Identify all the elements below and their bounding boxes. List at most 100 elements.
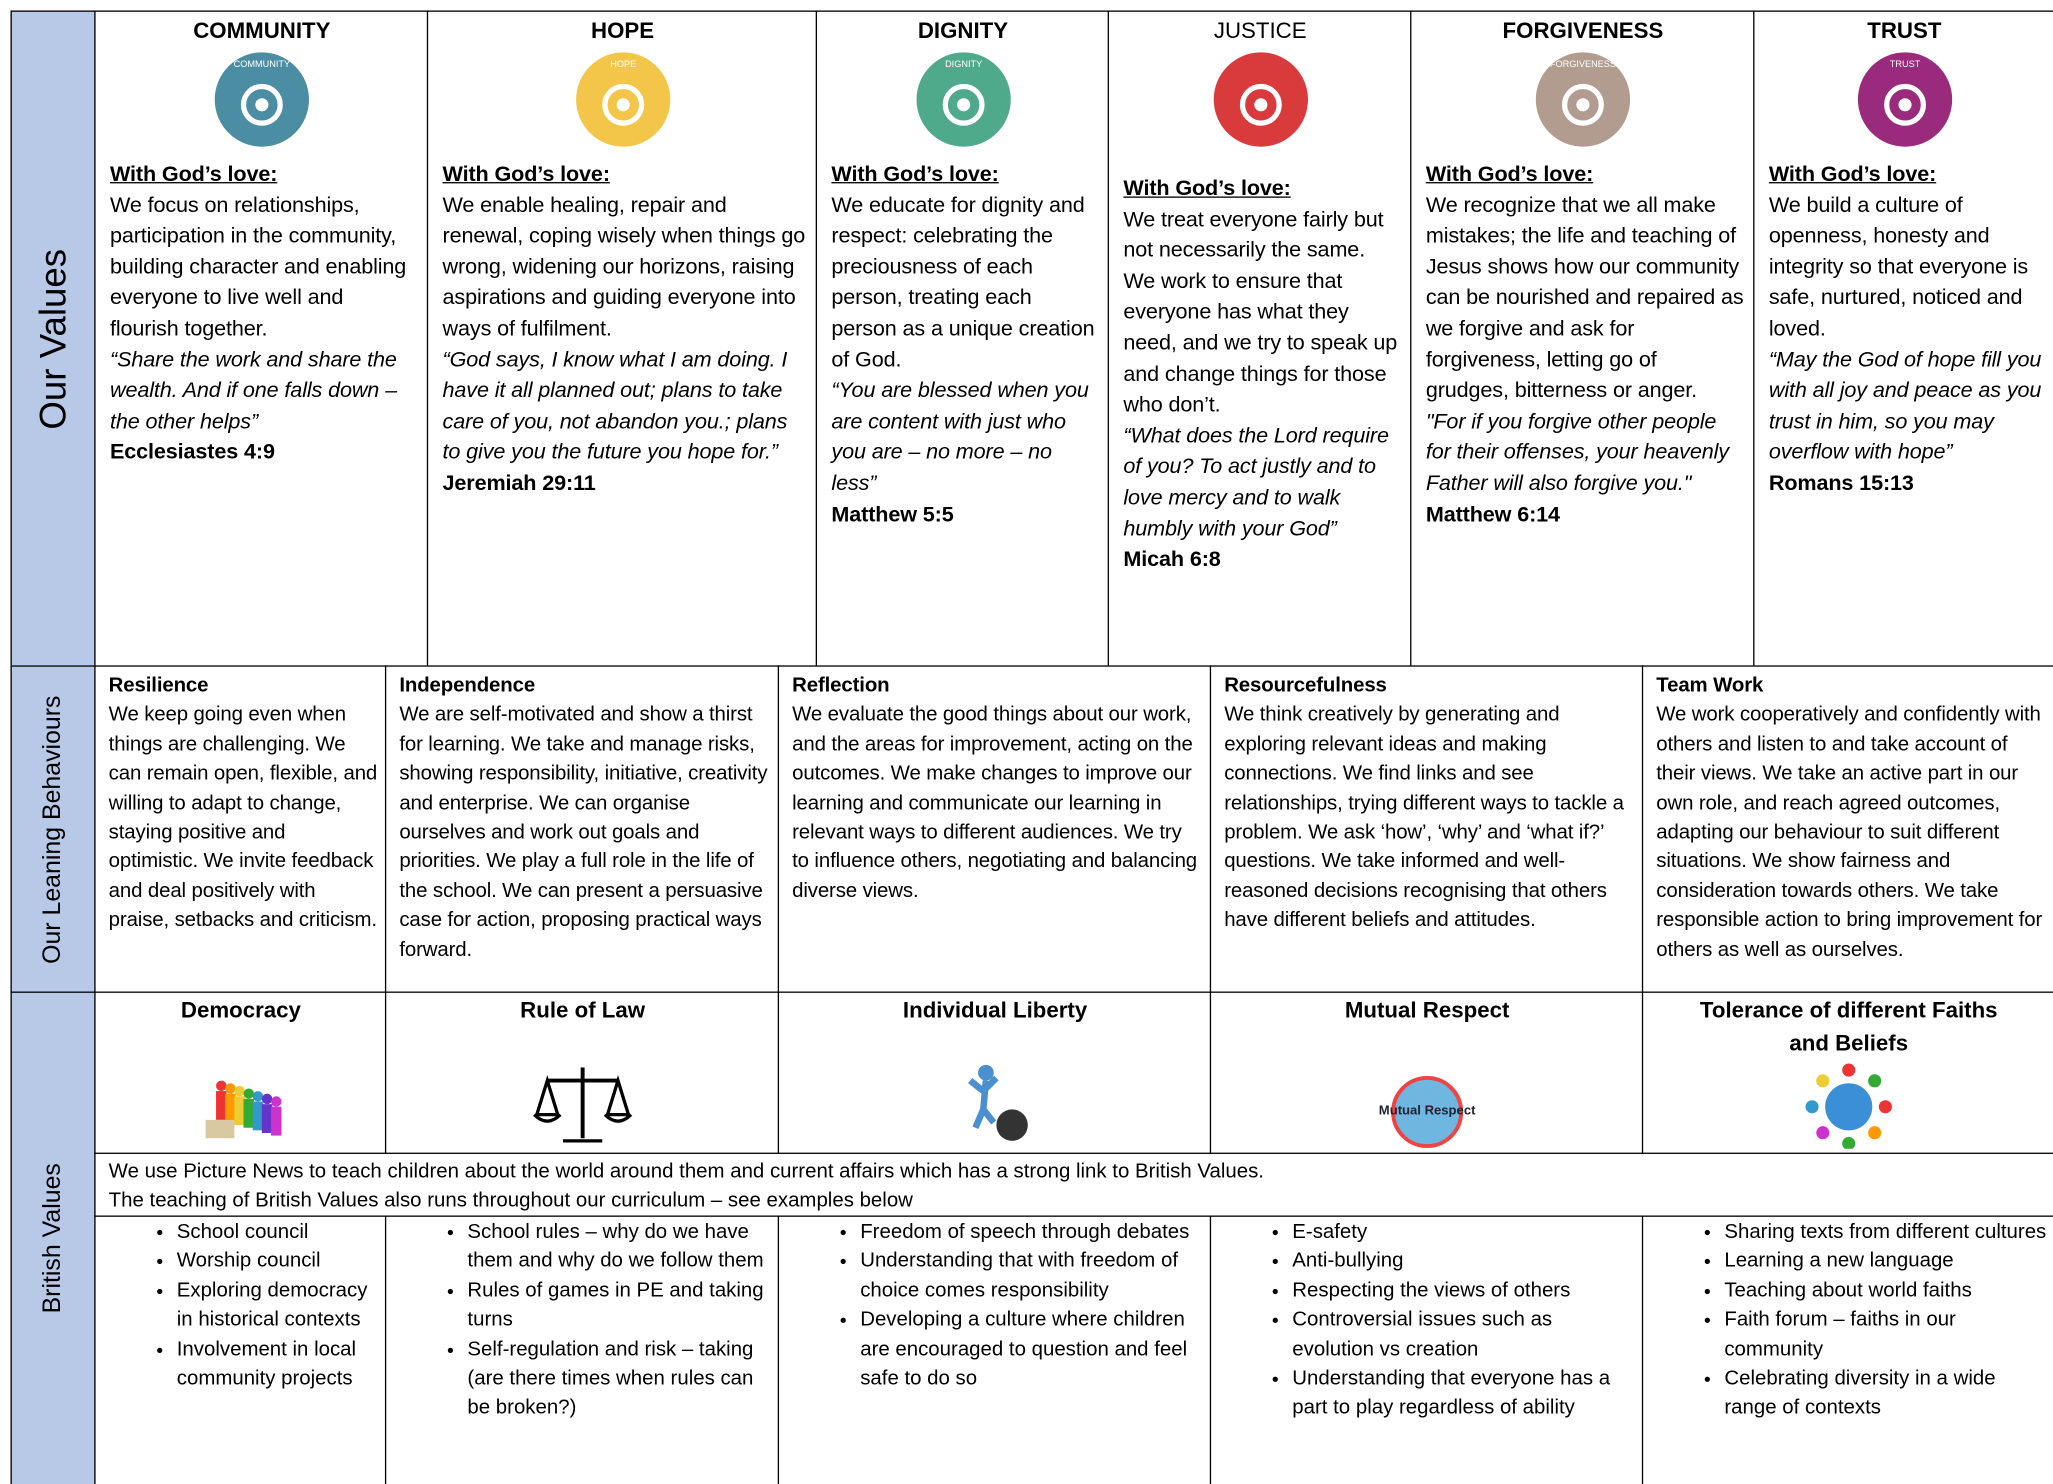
- behaviour-title: Resilience: [108, 674, 209, 697]
- example-item: School council: [177, 1218, 379, 1247]
- value-heading: With God’s love:: [1425, 162, 1594, 186]
- value-cell: FORGIVENESS FORGIVENESS With God’s love: We…: [1410, 10, 1755, 666]
- british-title: Individual Liberty: [902, 998, 1088, 1023]
- example-item: Celebrating diversity in a wide range of…: [1724, 1365, 2046, 1424]
- example-list: School rules – why do we have them and w…: [386, 1218, 779, 1423]
- example-list: Freedom of speech through debatesUnderst…: [779, 1218, 1211, 1394]
- value-icon: FORGIVENESS: [1535, 52, 1631, 147]
- icon-badge: FORGIVENESS: [1550, 59, 1616, 69]
- example-item: Controversial issues such as evolution v…: [1292, 1306, 1635, 1365]
- example-list: Sharing texts from different culturesLea…: [1643, 1218, 2053, 1423]
- british-title: Democracy: [180, 998, 301, 1023]
- value-title: JUSTICE: [1213, 18, 1307, 44]
- value-quote: “What does the Lord require of you? To a…: [1123, 424, 1389, 541]
- value-icon: TRUST: [1857, 52, 1952, 147]
- icon-ball: [996, 1109, 1028, 1141]
- icon-inner: [1239, 83, 1282, 126]
- value-reference: Matthew 6:14: [1425, 502, 1560, 526]
- british-icon: [968, 1064, 1028, 1141]
- value-text: We recognize that we all make mistakes; …: [1425, 193, 1744, 403]
- value-heading: With God’s love:: [109, 162, 278, 186]
- value-quote: “You are blessed when you are content wi…: [831, 378, 1089, 496]
- icon-head: [261, 1093, 273, 1105]
- icon-inner: [240, 83, 283, 126]
- side-label: Our Values: [10, 10, 96, 666]
- icon-head: [978, 1064, 994, 1081]
- value-cell: TRUST TRUST With God’s love: We build a cul…: [1753, 10, 2053, 666]
- behaviour-cell: Team Work We work cooperatively and confi…: [1641, 665, 2053, 992]
- british-examples: School councilWorship councilExploring d…: [94, 1215, 387, 1484]
- icon-body: [234, 1096, 245, 1126]
- example-item: Worship council: [177, 1247, 379, 1276]
- value-body: With God’s love: We recognize that we all…: [1411, 160, 1754, 531]
- british-header: Mutual Respect Mutual Respect: [1209, 991, 1644, 1154]
- value-cell: JUSTICE With God’s love: We treat everyone…: [1107, 10, 1412, 666]
- icon-body: [243, 1098, 255, 1128]
- behaviour-cell: Resilience We keep going even when things…: [94, 665, 387, 992]
- behaviour-cell: Resourcefulness We think creatively by ge…: [1209, 665, 1644, 992]
- icon-head: [225, 1083, 236, 1094]
- icon-person: [1868, 1074, 1882, 1088]
- value-text: We build a culture of openness, honesty …: [1768, 193, 2029, 341]
- value-quote: “God says, I know what I am doing. I hav…: [442, 347, 788, 465]
- british-examples: Sharing texts from different culturesLea…: [1641, 1215, 2053, 1484]
- icon-dot: [1897, 98, 1911, 112]
- value-text: We focus on relationships, participation…: [109, 193, 407, 341]
- behaviour-title: Reflection: [792, 674, 890, 697]
- icon-person: [1816, 1126, 1830, 1140]
- value-text: We educate for dignity and respect: cele…: [831, 193, 1095, 372]
- value-heading: With God’s love:: [1123, 176, 1291, 201]
- behaviour-text: We think creatively by generating and ex…: [1224, 703, 1624, 932]
- icon-dot: [255, 98, 269, 112]
- icon-dot: [1576, 98, 1590, 112]
- icon-pan: [533, 1075, 633, 1143]
- value-body: With God’s love: We enable healing, repai…: [428, 160, 817, 500]
- value-icon: HOPE: [575, 52, 670, 147]
- value-heading: With God’s love:: [1768, 162, 1937, 186]
- icon-body: [216, 1091, 227, 1120]
- behaviour-text: We keep going even when things are chall…: [108, 703, 378, 932]
- value-icon: COMMUNITY: [214, 52, 309, 147]
- icon-inner: [942, 83, 984, 126]
- british-intro: We use Picture News to teach children ab…: [94, 1152, 2053, 1217]
- icon-dot: [1253, 98, 1267, 112]
- example-item: Faith forum – faiths in our community: [1724, 1306, 2046, 1365]
- example-item: Sharing texts from different cultures: [1724, 1218, 2046, 1247]
- icon-inner: [601, 83, 644, 126]
- icon-body: [968, 1075, 999, 1130]
- behaviour-cell: Independence We are self-motivated and sh…: [384, 665, 780, 992]
- value-title: COMMUNITY: [193, 18, 331, 44]
- british-header: Democracy: [94, 991, 387, 1154]
- icon-inner: [1883, 83, 1926, 126]
- behaviour-text: We evaluate the good things about our wo…: [792, 703, 1198, 903]
- intro-line: We use Picture News to teach children ab…: [108, 1160, 1264, 1183]
- value-reference: Ecclesiastes 4:9: [109, 440, 275, 465]
- icon-body: [252, 1101, 264, 1131]
- value-quote: "For if you forgive other people for the…: [1425, 409, 1729, 496]
- example-item: Involvement in local community projects: [177, 1336, 379, 1395]
- icon-dot: [616, 98, 630, 112]
- example-item: Exploring democracy in historical contex…: [177, 1277, 379, 1336]
- icon-person: [1842, 1136, 1856, 1149]
- icon-person: [1842, 1063, 1856, 1077]
- icon-body: [261, 1104, 273, 1133]
- british-header: Tolerance of different Faiths and Belief…: [1641, 991, 2053, 1154]
- value-text: We enable healing, repair and renewal, c…: [442, 193, 806, 341]
- icon-badge: HOPE: [610, 59, 636, 69]
- value-reference: Jeremiah 29:11: [442, 471, 596, 496]
- british-examples: School rules – why do we have them and w…: [384, 1215, 780, 1484]
- icon-dot: [956, 98, 970, 112]
- british-icon: [533, 1067, 633, 1143]
- value-body: With God’s love: We educate for dignity a…: [817, 160, 1109, 531]
- icon-head: [234, 1085, 245, 1097]
- value-cell: DIGNITY DIGNITY With God’s love: We educate…: [815, 10, 1109, 666]
- example-item: Teaching about world faiths: [1724, 1277, 2046, 1306]
- icon-person: [1868, 1126, 1882, 1140]
- example-item: Anti-bullying: [1292, 1247, 1635, 1276]
- intro-line: The teaching of British Values also runs…: [108, 1189, 913, 1212]
- icon-head: [216, 1080, 227, 1092]
- example-item: Respecting the views of others: [1292, 1277, 1635, 1306]
- example-item: Rules of games in PE and taking turns: [467, 1277, 771, 1336]
- icon-box: [205, 1119, 235, 1139]
- icon-body: [225, 1093, 236, 1123]
